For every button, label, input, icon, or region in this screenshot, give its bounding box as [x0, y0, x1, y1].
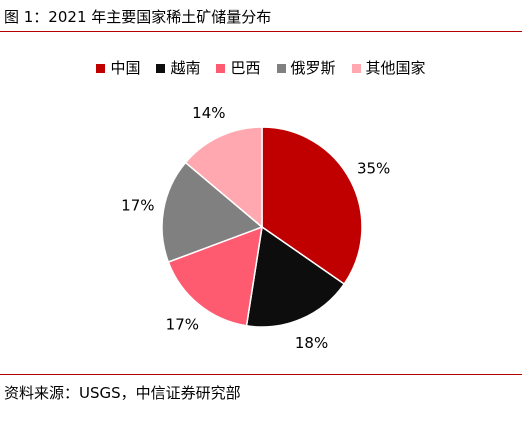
legend-label-others: 其他国家 [365, 59, 426, 77]
pie-slice-russia [161, 161, 264, 263]
legend-item-russia: 俄罗斯 [276, 59, 336, 77]
pie-slice-vietnam [245, 225, 346, 328]
legend-swatch-vietnam [156, 63, 166, 73]
legend-swatch-russia [276, 63, 286, 73]
slice-label-others: 14% [192, 104, 225, 122]
legend-label-brazil: 巴西 [230, 59, 261, 77]
legend-label-vietnam: 越南 [170, 59, 201, 77]
legend-label-russia: 俄罗斯 [290, 59, 336, 77]
legend-swatch-china [96, 63, 106, 73]
slice-label-russia: 17% [121, 197, 154, 215]
slice-label-brazil: 17% [166, 316, 199, 334]
pie-slice-labels: 35% 18% 17% 17% 14% [121, 104, 390, 352]
pie-slice-china [261, 126, 363, 286]
legend-item-china: 中国 [96, 59, 140, 77]
legend-label-china: 中国 [110, 59, 141, 77]
pie-slice-others [184, 126, 263, 229]
pie-slice-brazil [167, 225, 263, 327]
slice-label-china: 35% [357, 160, 390, 178]
top-divider [0, 31, 522, 32]
source-note: 资料来源：USGS，中信证券研究部 [4, 384, 241, 402]
pie-slices [161, 126, 363, 328]
legend-item-brazil: 巴西 [216, 59, 261, 77]
slice-label-vietnam: 18% [295, 334, 328, 352]
bottom-divider [0, 374, 522, 375]
chart-legend: 中国 越南 巴西 俄罗斯 其他国家 [0, 59, 522, 77]
legend-item-others: 其他国家 [351, 59, 426, 77]
legend-swatch-brazil [216, 63, 226, 73]
legend-swatch-others [351, 63, 361, 73]
figure-title: 图 1：2021 年主要国家稀土矿储量分布 [4, 8, 272, 26]
legend-item-vietnam: 越南 [156, 59, 200, 77]
